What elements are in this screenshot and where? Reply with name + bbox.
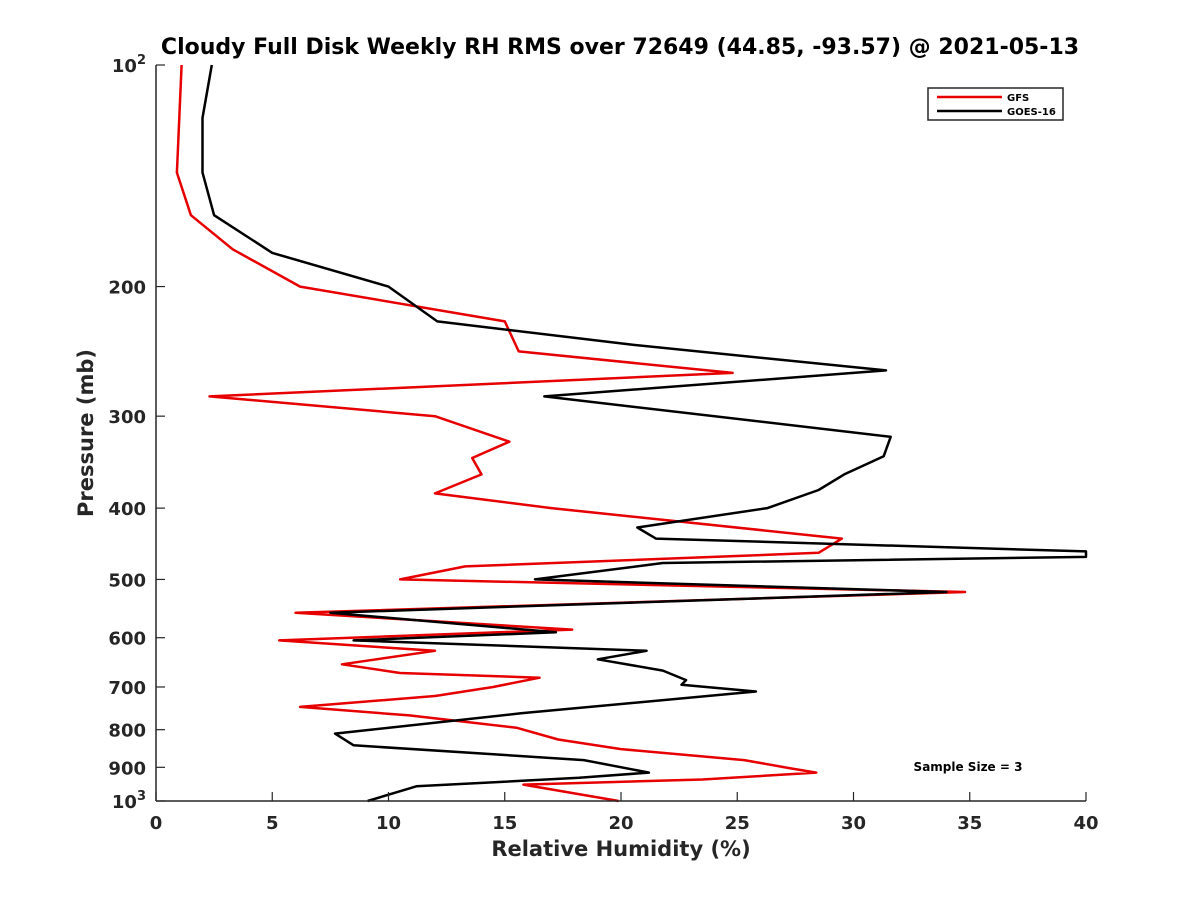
- y-ticks: 102 200 300 400 500 600 700 800 900 103: [108, 53, 165, 813]
- x-tick-label: 0: [150, 813, 163, 834]
- y-tick-label: 103: [112, 789, 146, 813]
- y-tick-label: 200: [108, 278, 146, 299]
- y-tick-label: 800: [108, 721, 146, 742]
- y-tick-label: 900: [108, 758, 146, 779]
- legend-box: [927, 87, 1064, 121]
- y-tick-label: 102: [112, 53, 146, 77]
- sample-size-annotation: Sample Size = 3: [914, 760, 1023, 774]
- series-layer: [175, 64, 1088, 803]
- x-tick-label: 20: [608, 813, 633, 834]
- legend-label-goes16: GOES-16: [1007, 107, 1056, 118]
- y-tick-label: 500: [108, 570, 146, 591]
- y-tick-label: 400: [108, 499, 146, 520]
- x-tick-label: 5: [266, 813, 279, 834]
- series-line-goes16: [201, 64, 1088, 803]
- chart-title: Cloudy Full Disk Weekly RH RMS over 7264…: [161, 35, 1079, 60]
- x-tick-label: 40: [1073, 813, 1098, 834]
- x-ticks: 0 5 10 15 20 25 30 35 40: [150, 792, 1099, 834]
- y-tick-label: 600: [108, 629, 146, 650]
- series-line-gfs: [175, 64, 967, 803]
- legend-label-gfs: GFS: [1007, 93, 1029, 104]
- x-tick-label: 10: [376, 813, 401, 834]
- y-tick-label: 300: [108, 407, 146, 428]
- x-tick-label: 35: [957, 813, 982, 834]
- x-axis-label: Relative Humidity (%): [491, 837, 750, 861]
- x-tick-label: 25: [725, 813, 750, 834]
- legend: GFS GOES-16: [927, 87, 1064, 121]
- y-axis-label: Pressure (mb): [74, 349, 98, 517]
- x-tick-label: 30: [841, 813, 866, 834]
- y-tick-label: 700: [108, 678, 146, 699]
- x-tick-label: 15: [492, 813, 517, 834]
